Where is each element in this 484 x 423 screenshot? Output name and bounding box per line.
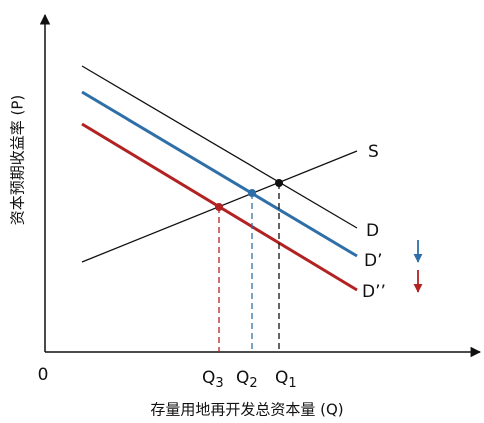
label-part: 1 bbox=[288, 376, 296, 391]
demand-line bbox=[81, 65, 358, 229]
label-part: Q bbox=[275, 368, 288, 388]
curve-label: D’ bbox=[364, 251, 383, 271]
label-part: Q bbox=[202, 368, 215, 388]
quantity-label: Q2 bbox=[236, 368, 258, 391]
curve-label: D’’ bbox=[362, 282, 386, 302]
label-part: Q bbox=[236, 368, 249, 388]
equilibrium-point bbox=[215, 203, 223, 211]
equilibrium-point bbox=[248, 189, 256, 197]
origin-label: 0 bbox=[38, 365, 49, 385]
curve-label: D bbox=[366, 221, 379, 241]
curve-label: S bbox=[368, 142, 379, 162]
y-axis-label: 资本预期收益率 (P) bbox=[9, 95, 27, 226]
quantity-label: Q1 bbox=[275, 368, 297, 391]
quantity-label: Q3 bbox=[202, 368, 224, 391]
label-part: 3 bbox=[215, 376, 223, 391]
demand-line-shift-1 bbox=[81, 90, 358, 258]
quantity-labels: Q3 Q2 Q1 bbox=[202, 368, 297, 391]
label-part: 2 bbox=[249, 376, 257, 391]
x-axis-label: 存量用地再开发总资本量 (Q) bbox=[150, 401, 343, 419]
equilibrium-point bbox=[275, 179, 283, 187]
